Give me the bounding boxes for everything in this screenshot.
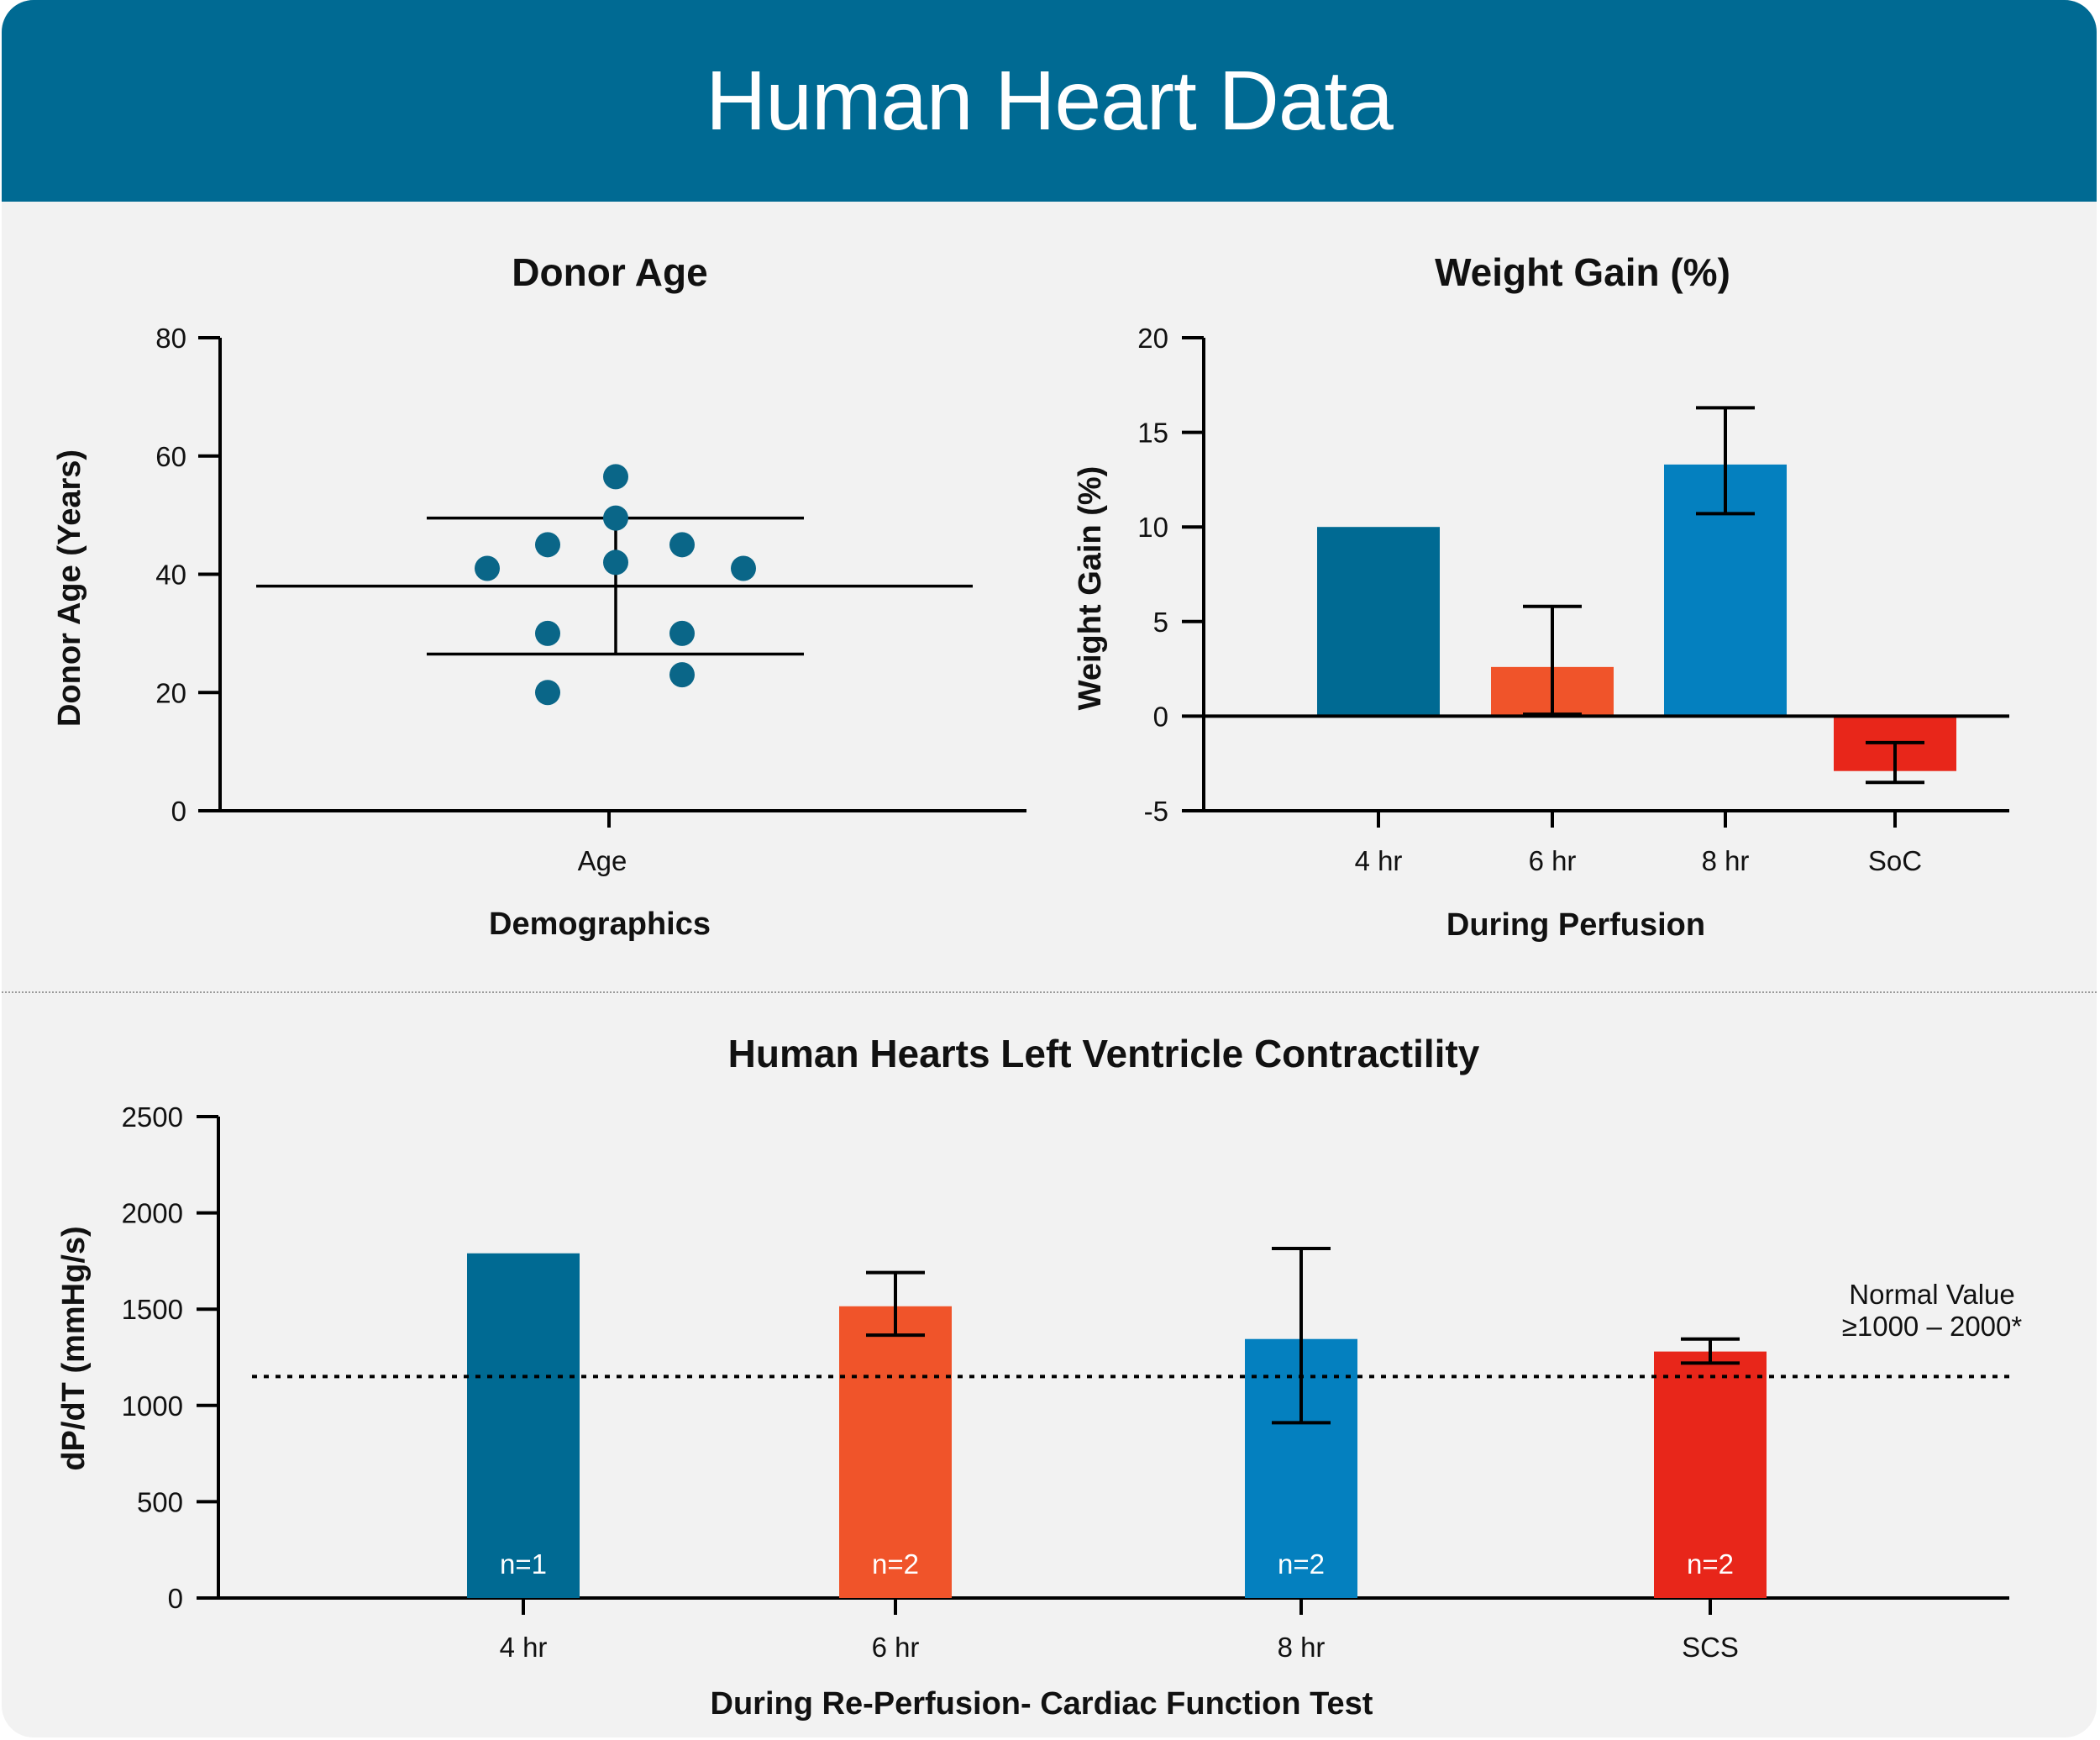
page-title: Human Heart Data (706, 53, 1394, 148)
weight-gain-y-tick-label: 5 (1153, 607, 1168, 638)
normal-value-range-label: ≥1000 – 2000* (1842, 1311, 2023, 1342)
contractility-x-tick-label: 8 hr (1278, 1632, 1326, 1663)
donor-age-point (731, 555, 756, 581)
weight-gain-x-tick-label: 8 hr (1702, 845, 1750, 876)
donor-age-y-tick-label: 80 (155, 323, 186, 354)
weight-gain-x-tick-label: SoC (1868, 845, 1922, 876)
contractility-sample-label: n=1 (500, 1548, 547, 1580)
donor-age-y-tick-label: 20 (155, 677, 186, 708)
weight-gain-y-tick-label: -5 (1144, 796, 1168, 827)
donor-age-point (669, 620, 695, 646)
donor-age-title: Donor Age (512, 250, 707, 294)
contractility-y-tick-label: 2000 (122, 1198, 183, 1229)
weight-gain-x-tick-label: 6 hr (1529, 845, 1577, 876)
donor-age-point (603, 505, 628, 531)
contractility-y-tick-label: 1000 (122, 1390, 183, 1422)
contractility-sample-label: n=2 (1687, 1548, 1734, 1580)
weight-gain-x-axis-label: During Perfusion (1446, 907, 1705, 943)
donor-age-point (603, 549, 628, 576)
donor-age-point (669, 662, 695, 688)
weight-gain-y-tick-label: 10 (1137, 512, 1168, 543)
contractility-x-axis-label: During Re-Perfusion- Cardiac Function Te… (711, 1686, 1373, 1722)
contractility-y-tick-label: 2500 (122, 1101, 183, 1133)
donor-age-point (603, 464, 628, 490)
contractility-sample-label: n=2 (1278, 1548, 1325, 1580)
contractility-y-tick-label: 0 (168, 1583, 183, 1614)
donor-age-point (475, 555, 500, 581)
donor-age-y-tick-label: 40 (155, 560, 186, 591)
donor-age-point (535, 620, 560, 646)
contractility-bar (467, 1253, 580, 1598)
contractility-title: Human Hearts Left Ventricle Contractilit… (728, 1032, 1480, 1075)
contractility-x-tick-label: 4 hr (500, 1632, 548, 1663)
contractility-bar (1654, 1351, 1767, 1598)
contractility-sample-label: n=2 (872, 1548, 919, 1580)
donor-age-y-axis-label: Donor Age (Years) (52, 449, 87, 727)
contractility-bar (839, 1306, 952, 1598)
donor-age-point (535, 532, 560, 558)
donor-age-point (535, 680, 560, 706)
donor-age-x-tick-label: Age (578, 845, 627, 876)
weight-gain-title: Weight Gain (%) (1435, 250, 1730, 294)
contractility-x-tick-label: SCS (1682, 1632, 1739, 1663)
header-banner: Human Heart Data (2, 0, 2097, 202)
contractility-y-tick-label: 1500 (122, 1294, 183, 1325)
section-divider (2, 991, 2097, 993)
contractility-x-tick-label: 6 hr (872, 1632, 920, 1663)
weight-gain-x-tick-label: 4 hr (1355, 845, 1403, 876)
weight-gain-bar (1317, 527, 1440, 717)
donor-age-y-tick-label: 60 (155, 441, 186, 472)
normal-value-label: Normal Value (1849, 1279, 2014, 1310)
weight-gain-y-axis-label: Weight Gain (%) (1073, 466, 1108, 711)
weight-gain-y-tick-label: 0 (1153, 701, 1168, 732)
weight-gain-y-tick-label: 15 (1137, 418, 1168, 449)
contractility-y-tick-label: 500 (137, 1486, 183, 1517)
contractility-y-axis-label: dP/dT (mmHg/s) (56, 1226, 92, 1470)
weight-gain-y-tick-label: 20 (1137, 323, 1168, 354)
donor-age-y-tick-label: 0 (171, 796, 186, 827)
donor-age-point (669, 532, 695, 558)
donor-age-x-axis-label: Demographics (489, 907, 711, 942)
